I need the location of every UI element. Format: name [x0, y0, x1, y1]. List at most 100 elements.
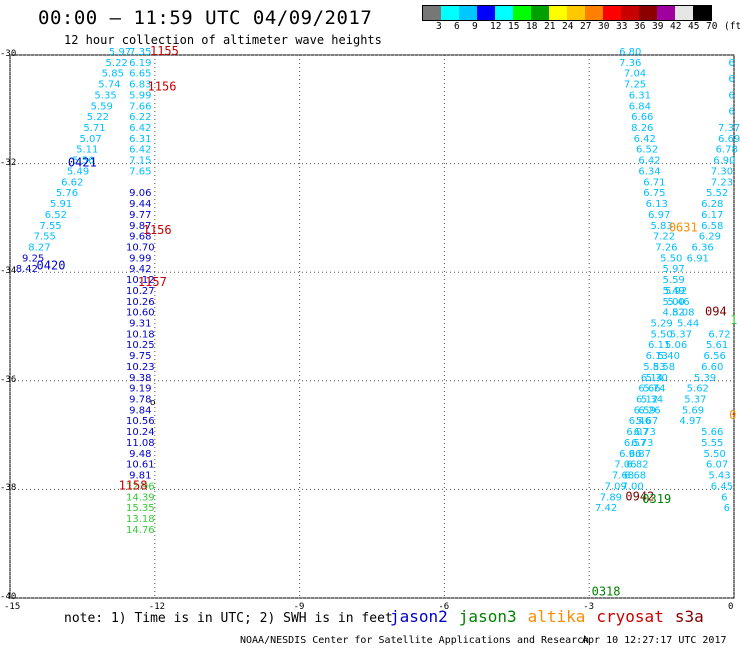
wave-height-label: 5.66: [701, 427, 723, 438]
wave-height-label: 10.56: [126, 416, 155, 427]
wave-height-label: 7.66: [129, 101, 151, 112]
color-swatch: [657, 6, 675, 20]
wave-height-label: 5.44: [677, 319, 699, 330]
wave-height-label: 7.06: [614, 460, 636, 471]
wave-height-label: 5.71: [83, 123, 105, 134]
pass-time-label: 094: [705, 305, 727, 319]
color-scale-label: 15: [508, 21, 520, 32]
color-swatch: [585, 6, 603, 20]
wave-height-label: 9.06: [129, 188, 151, 199]
wave-height-label: 9.78: [129, 395, 151, 406]
color-scale-label: 30: [598, 21, 610, 32]
wave-height-label: 5.59: [663, 275, 685, 286]
x-tick-label: -12: [148, 602, 166, 612]
wave-height-label: 10.70: [126, 242, 155, 253]
wave-height-label: 5.11: [76, 145, 98, 156]
wave-height-label: 5.91: [50, 199, 72, 210]
wave-height-label: 4.97: [679, 416, 701, 427]
x-tick-label: -6: [438, 602, 450, 612]
legend-note: note: 1) Time is in UTC; 2) SWH is in fe…: [64, 611, 393, 626]
color-swatch: [549, 6, 567, 20]
wave-height-label: 5.74: [98, 80, 120, 91]
pass-time-label: 0420: [37, 258, 66, 272]
wave-height-label: 6.66: [638, 384, 660, 395]
wave-height-label: 6.14: [641, 373, 663, 384]
wave-height-label: 12.96: [126, 481, 155, 492]
wave-height-label: 6.73: [631, 438, 653, 449]
wave-height-label: 6: [728, 107, 734, 118]
wave-height-label: 6.19: [129, 58, 151, 69]
wave-height-label: 10.18: [126, 329, 155, 340]
color-swatch: [459, 6, 477, 20]
wave-height-label: 7.30: [711, 166, 733, 177]
color-swatch: [441, 6, 459, 20]
wave-height-label: 5.97: [663, 264, 685, 275]
color-scale-label: 70: [706, 21, 718, 32]
wave-height-label: 6.07: [706, 460, 728, 471]
wave-height-label: 5.97: [109, 47, 131, 58]
color-scale-bar: [422, 5, 712, 21]
wave-height-label: 6.97: [648, 210, 670, 221]
color-swatch: [603, 6, 621, 20]
pass-time-label: 0942: [625, 489, 654, 503]
wave-height-label: 7.35: [129, 47, 151, 58]
legend-altika: altika: [527, 607, 586, 626]
wave-height-label: 5.76: [56, 188, 78, 199]
color-swatch: [639, 6, 657, 20]
pass-time-label: 0421: [68, 155, 97, 169]
wave-height-label: 9.75: [129, 351, 151, 362]
wave-height-label: 7.23: [711, 177, 733, 188]
color-swatch: [621, 6, 639, 20]
footer-timestamp: Apr 10 12:27:17 UTC 2017: [582, 635, 727, 646]
wave-height-label: 9.99: [129, 253, 151, 264]
wave-height-label: 10.27: [126, 286, 155, 297]
plot-frame: [9, 54, 735, 599]
wave-height-label: 6.75: [643, 188, 665, 199]
color-scale-label: 33: [616, 21, 628, 32]
wave-height-label: 6: [728, 90, 734, 101]
color-scale-label: 6: [454, 21, 460, 32]
wave-height-label: 5.61: [706, 340, 728, 351]
wave-height-label: 6.46: [629, 416, 651, 427]
y-tick-label: -36: [0, 374, 17, 385]
wave-height-label: 6.82: [626, 460, 648, 471]
wave-height-label: 6.87: [629, 449, 651, 460]
wave-height-label: 6.91: [687, 253, 709, 264]
wave-height-label: 5.22: [106, 58, 128, 69]
wave-height-label: 5.62: [687, 384, 709, 395]
wave-height-label: 6.42: [638, 156, 660, 167]
footer-credit: NOAA/NESDIS Center for Satellite Applica…: [240, 635, 590, 646]
wave-height-label: 6.42: [129, 145, 151, 156]
wave-height-label: 7.09: [605, 481, 627, 492]
wave-height-label: 5.22: [87, 112, 109, 123]
wave-height-label: 8.42: [16, 264, 38, 275]
wave-height-label: 15.35: [126, 503, 155, 514]
wave-height-label: 7.15: [129, 156, 151, 167]
wave-height-label: 5.46: [667, 297, 689, 308]
wave-height-label: 10.61: [126, 460, 155, 471]
wave-height-label: 11.08: [126, 438, 155, 449]
color-swatch: [495, 6, 513, 20]
wave-height-label: 6.73: [634, 427, 656, 438]
legend-jason3: jason3: [458, 607, 517, 626]
color-scale-label: 3: [436, 21, 442, 32]
wave-height-label: 5.50: [650, 329, 672, 340]
wave-height-label: 7.42: [595, 503, 617, 514]
pass-time-label: 0631: [669, 220, 698, 234]
color-scale-label: (ft): [724, 21, 740, 32]
wave-height-label: 7.26: [655, 242, 677, 253]
wave-height-label: 9.87: [129, 221, 151, 232]
wave-height-label: 9.68: [129, 232, 151, 243]
pass-time-label: 1157: [138, 275, 167, 289]
wave-height-label: 6.45: [711, 481, 733, 492]
wave-height-label: 5.39: [694, 373, 716, 384]
x-tick-label: 0: [728, 602, 734, 612]
wave-height-label: 5.59: [91, 101, 113, 112]
wave-height-label: 5.00: [663, 297, 685, 308]
legend-cryosat: cryosat: [596, 607, 664, 626]
wave-height-label: 14.39: [126, 492, 155, 503]
wave-height-label: 7.55: [39, 221, 61, 232]
wave-height-label: 7.22: [653, 232, 675, 243]
subtitle: 12 hour collection of altimeter wave hei…: [64, 33, 382, 47]
wave-height-label: 7.36: [619, 58, 641, 69]
